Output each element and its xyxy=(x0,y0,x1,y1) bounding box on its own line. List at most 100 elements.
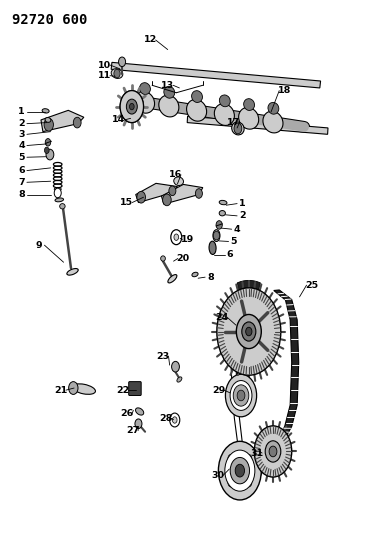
Circle shape xyxy=(172,361,179,372)
FancyBboxPatch shape xyxy=(129,382,141,395)
Ellipse shape xyxy=(54,187,61,191)
Text: 22: 22 xyxy=(116,386,129,394)
Circle shape xyxy=(163,194,171,206)
Circle shape xyxy=(225,450,255,491)
Polygon shape xyxy=(187,116,328,134)
Ellipse shape xyxy=(140,83,151,94)
Text: 10: 10 xyxy=(98,61,111,69)
Ellipse shape xyxy=(215,104,234,125)
Circle shape xyxy=(217,288,281,375)
Ellipse shape xyxy=(192,272,198,277)
Circle shape xyxy=(120,91,144,123)
Circle shape xyxy=(171,230,182,245)
Polygon shape xyxy=(237,280,261,290)
Circle shape xyxy=(213,231,220,240)
Text: 6: 6 xyxy=(227,251,233,259)
Circle shape xyxy=(254,426,292,477)
Text: 20: 20 xyxy=(177,254,190,263)
Circle shape xyxy=(135,419,142,429)
Polygon shape xyxy=(236,365,253,375)
Text: 2: 2 xyxy=(239,212,246,220)
Circle shape xyxy=(137,191,145,203)
Circle shape xyxy=(269,446,277,457)
Ellipse shape xyxy=(209,241,216,254)
Circle shape xyxy=(246,479,252,487)
Ellipse shape xyxy=(268,102,279,114)
Ellipse shape xyxy=(244,99,255,110)
Text: 13: 13 xyxy=(161,81,174,90)
Text: 4: 4 xyxy=(234,225,240,233)
Circle shape xyxy=(169,186,176,196)
Circle shape xyxy=(233,385,249,406)
Ellipse shape xyxy=(135,92,154,113)
Circle shape xyxy=(114,69,120,78)
Ellipse shape xyxy=(186,100,207,121)
Ellipse shape xyxy=(263,111,283,133)
Text: 15: 15 xyxy=(120,198,133,207)
Text: 14: 14 xyxy=(112,116,126,124)
Ellipse shape xyxy=(111,69,123,78)
Ellipse shape xyxy=(232,122,244,135)
Polygon shape xyxy=(161,184,203,204)
Circle shape xyxy=(44,118,53,131)
Ellipse shape xyxy=(67,269,78,275)
Ellipse shape xyxy=(219,211,225,216)
Text: 1: 1 xyxy=(239,199,246,208)
Circle shape xyxy=(230,457,250,484)
Circle shape xyxy=(216,221,222,229)
Circle shape xyxy=(69,382,78,394)
Circle shape xyxy=(234,123,242,134)
Circle shape xyxy=(265,441,281,462)
Ellipse shape xyxy=(164,86,175,98)
Polygon shape xyxy=(41,110,84,132)
Text: 28: 28 xyxy=(159,414,172,423)
Text: 29: 29 xyxy=(212,386,225,394)
Text: 25: 25 xyxy=(305,281,319,289)
Text: 4: 4 xyxy=(18,141,25,150)
Circle shape xyxy=(246,327,252,336)
Text: 18: 18 xyxy=(278,86,291,95)
Circle shape xyxy=(44,147,49,154)
Ellipse shape xyxy=(174,177,183,185)
Polygon shape xyxy=(231,290,245,445)
Circle shape xyxy=(73,117,81,128)
Ellipse shape xyxy=(42,109,49,113)
Circle shape xyxy=(170,413,180,427)
Ellipse shape xyxy=(219,95,230,107)
Circle shape xyxy=(242,322,256,341)
Ellipse shape xyxy=(135,408,144,415)
Ellipse shape xyxy=(177,377,182,382)
Circle shape xyxy=(119,57,126,67)
Text: 9: 9 xyxy=(36,241,42,249)
Circle shape xyxy=(46,149,54,160)
Ellipse shape xyxy=(239,108,259,129)
Circle shape xyxy=(45,139,51,146)
Text: 1: 1 xyxy=(18,108,25,116)
Circle shape xyxy=(120,91,144,123)
Circle shape xyxy=(225,374,257,417)
Text: 17: 17 xyxy=(227,118,241,127)
Circle shape xyxy=(129,103,134,110)
Circle shape xyxy=(195,189,202,198)
Circle shape xyxy=(237,390,245,401)
Ellipse shape xyxy=(213,230,220,241)
Text: 2: 2 xyxy=(18,119,25,128)
Ellipse shape xyxy=(159,95,179,117)
Circle shape xyxy=(234,463,246,479)
Text: 19: 19 xyxy=(181,236,195,244)
Circle shape xyxy=(228,454,234,463)
Circle shape xyxy=(126,99,137,114)
Text: 8: 8 xyxy=(207,273,214,281)
Circle shape xyxy=(236,314,261,349)
Circle shape xyxy=(228,479,234,487)
Text: 5: 5 xyxy=(18,153,25,161)
Polygon shape xyxy=(111,62,321,88)
Text: 21: 21 xyxy=(54,386,67,394)
Text: 5: 5 xyxy=(231,237,237,246)
Ellipse shape xyxy=(72,384,96,394)
Ellipse shape xyxy=(219,200,227,205)
Text: 7: 7 xyxy=(18,178,25,187)
Text: 16: 16 xyxy=(169,171,182,179)
Ellipse shape xyxy=(60,204,65,209)
Ellipse shape xyxy=(45,117,51,123)
